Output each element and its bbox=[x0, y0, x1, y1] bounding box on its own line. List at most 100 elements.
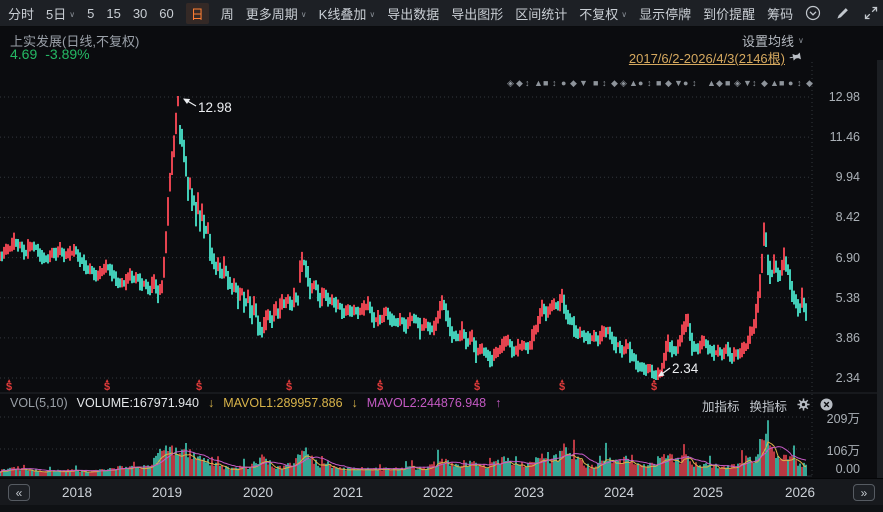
toolbar-item-13[interactable]: 不复权 ∨ bbox=[579, 6, 628, 22]
event-marker-icon[interactable]: ◈ bbox=[734, 78, 741, 88]
event-marker-icon[interactable]: ◈ bbox=[620, 78, 627, 88]
year-label-2019: 2019 bbox=[151, 485, 183, 500]
toolbar-item-9[interactable]: K线叠加 ∨ bbox=[318, 6, 376, 22]
event-marker-icon[interactable]: ▼ bbox=[743, 78, 752, 88]
event-marker-icon[interactable]: ■ bbox=[543, 78, 549, 88]
price-axis-label: 6.90 bbox=[835, 250, 860, 265]
event-marker-icon[interactable]: ■ bbox=[593, 78, 599, 88]
fullscreen-icon[interactable] bbox=[863, 5, 879, 21]
add-indicator-button[interactable]: 加指标 bbox=[702, 400, 740, 414]
toolbar-item-2[interactable]: 5 bbox=[87, 5, 95, 21]
collapse-circle-icon[interactable] bbox=[805, 5, 821, 21]
price-row: 4.69 -3.89% bbox=[10, 46, 90, 62]
price-axis-label: 8.42 bbox=[835, 210, 860, 225]
pin-icon[interactable] bbox=[787, 48, 805, 67]
toolbar-item-3[interactable]: 15 bbox=[106, 5, 121, 21]
price-axis-label: 5.38 bbox=[835, 290, 860, 305]
horizontal-scrollbar[interactable] bbox=[0, 505, 883, 512]
event-marker-icon[interactable]: ↕ bbox=[647, 78, 652, 88]
ma-settings-label: 设置均线 bbox=[742, 34, 795, 49]
chevron-down-icon: ∨ bbox=[621, 9, 628, 19]
event-marker-icon[interactable]: ↕ bbox=[692, 78, 697, 88]
mavol2-value: MAVOL2:244876.948 bbox=[366, 396, 487, 410]
toolbar-item-1[interactable]: 5日 ∨ bbox=[46, 6, 76, 22]
price-axis-label: 9.94 bbox=[835, 170, 860, 185]
pen-icon[interactable] bbox=[834, 5, 850, 21]
dividend-event-marker[interactable]: $ bbox=[286, 379, 292, 393]
event-marker-icon[interactable]: ↕ bbox=[797, 78, 802, 88]
dividend-event-marker[interactable]: $ bbox=[377, 379, 383, 393]
vol-indicator-label[interactable]: VOL(5,10) bbox=[10, 396, 68, 410]
toolbar-item-16[interactable]: 筹码 bbox=[767, 6, 794, 22]
toolbar-item-8[interactable]: 更多周期 ∨ bbox=[245, 6, 307, 22]
event-marker-icon[interactable]: ■ bbox=[779, 78, 785, 88]
year-label-2018: 2018 bbox=[61, 485, 93, 500]
event-marker-icon[interactable]: ▲ bbox=[629, 78, 638, 88]
gear-icon[interactable] bbox=[797, 397, 810, 414]
event-marker-icon[interactable]: ▲ bbox=[770, 78, 779, 88]
event-marker-icon[interactable]: ● bbox=[683, 78, 689, 88]
event-marker-icon[interactable]: ▼ bbox=[579, 78, 588, 88]
event-marker-icon[interactable]: ◆ bbox=[611, 78, 618, 88]
event-marker-icon[interactable]: ↕ bbox=[602, 78, 607, 88]
toolbar-item-5[interactable]: 60 bbox=[159, 5, 174, 21]
chevron-down-icon: ∨ bbox=[369, 9, 376, 19]
event-marker-icon[interactable]: ↕ bbox=[525, 78, 530, 88]
event-marker-icon[interactable]: ◆ bbox=[516, 78, 523, 88]
toolbar-item-15[interactable]: 到价提醒 bbox=[703, 6, 756, 22]
price-axis-label: 3.86 bbox=[835, 330, 860, 345]
toolbar-item-0[interactable]: 分时 bbox=[8, 6, 35, 22]
close-icon[interactable] bbox=[820, 397, 833, 414]
event-marker-icon[interactable]: ● bbox=[788, 78, 794, 88]
year-label-2020: 2020 bbox=[242, 485, 274, 500]
toolbar-icons bbox=[805, 5, 879, 21]
event-marker-icon[interactable]: ↕ bbox=[552, 78, 557, 88]
dividend-event-marker[interactable]: $ bbox=[651, 379, 657, 393]
toolbar-item-11[interactable]: 导出图形 bbox=[451, 6, 504, 22]
last-price: 4.69 bbox=[10, 46, 38, 62]
change-percent: -3.89% bbox=[45, 46, 90, 62]
ma-settings-dropdown[interactable]: 设置均线 ∨ bbox=[742, 31, 804, 50]
event-marker-icon[interactable]: ◆ bbox=[761, 78, 768, 88]
date-range-text: 2017/6/2-2026/4/3(2146根) bbox=[628, 51, 785, 66]
event-marker-icon[interactable]: ◆ bbox=[665, 78, 672, 88]
event-marker-icon[interactable]: ↕ bbox=[752, 78, 757, 88]
svg-text:12.98: 12.98 bbox=[198, 100, 232, 115]
event-marker-icon[interactable]: ■ bbox=[656, 78, 662, 88]
chevron-down-icon: ∨ bbox=[69, 9, 76, 19]
event-marker-icon[interactable]: ◆ bbox=[570, 78, 577, 88]
dividend-event-marker[interactable]: $ bbox=[196, 379, 202, 393]
price-axis-label: 2.34 bbox=[835, 371, 860, 385]
event-marker-icon[interactable]: ◆ bbox=[716, 78, 723, 88]
event-marker-icon[interactable]: ● bbox=[638, 78, 644, 88]
dividend-event-marker[interactable]: $ bbox=[6, 379, 12, 393]
toolbar-item-12[interactable]: 区间统计 bbox=[515, 6, 568, 22]
toolbar-item-6[interactable]: 日 bbox=[185, 2, 209, 24]
volume-axis-label: 0.00 bbox=[835, 462, 860, 476]
switch-indicator-button[interactable]: 换指标 bbox=[749, 400, 788, 414]
event-marker-icon[interactable]: ◈ bbox=[507, 78, 514, 88]
toolbar-item-14[interactable]: 显示停牌 bbox=[639, 6, 692, 22]
toolbar-item-10[interactable]: 导出数据 bbox=[387, 6, 440, 22]
toolbar-item-7[interactable]: 周 bbox=[220, 6, 234, 22]
event-marker-icon[interactable]: ▲ bbox=[534, 78, 543, 88]
dividend-event-marker[interactable]: $ bbox=[559, 379, 565, 393]
event-marker-icon[interactable]: ▼ bbox=[674, 78, 683, 88]
date-range-link[interactable]: 2017/6/2-2026/4/3(2146根) bbox=[629, 48, 801, 67]
year-label-2022: 2022 bbox=[422, 485, 454, 500]
event-marker-icon[interactable]: ▲ bbox=[707, 78, 716, 88]
event-marker-icon[interactable]: ● bbox=[561, 78, 567, 88]
volume-tools: 加指标 换指标 bbox=[702, 396, 833, 415]
event-marker-icon[interactable]: ◆ bbox=[806, 78, 813, 88]
chevron-down-icon: ∨ bbox=[300, 9, 307, 19]
scroll-left-button[interactable]: « bbox=[8, 484, 30, 501]
toolbar-item-4[interactable]: 30 bbox=[132, 5, 148, 21]
event-marker-icon[interactable]: ■ bbox=[725, 78, 731, 88]
dividend-event-marker[interactable]: $ bbox=[474, 379, 480, 393]
svg-text:2.34: 2.34 bbox=[672, 361, 699, 376]
scroll-right-button[interactable]: » bbox=[853, 484, 875, 501]
dividend-event-marker[interactable]: $ bbox=[104, 379, 110, 393]
vertical-scrollbar[interactable] bbox=[877, 60, 883, 478]
